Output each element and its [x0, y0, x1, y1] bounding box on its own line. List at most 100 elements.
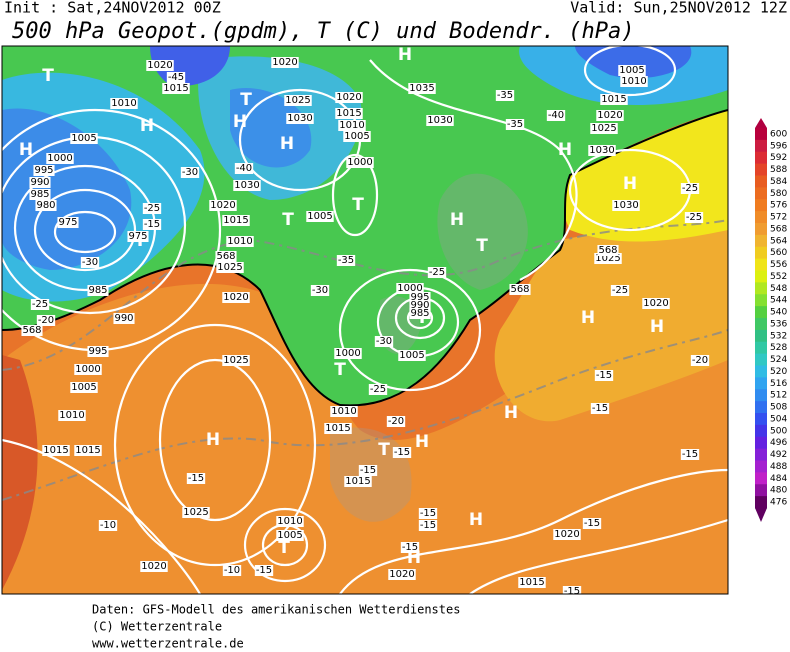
map-value-label: 1025	[223, 355, 248, 366]
label-box	[597, 245, 619, 256]
colorbar-swatch	[755, 413, 767, 426]
isobar	[243, 507, 327, 583]
colorbar-swatch	[755, 365, 767, 378]
label-box	[338, 120, 366, 131]
pressure-center: H	[469, 510, 483, 530]
label-box	[310, 285, 330, 296]
map-value-label: 1010	[227, 236, 252, 247]
label-box	[684, 212, 704, 223]
map-value-label: 1000	[47, 153, 72, 164]
colorbar-swatch	[755, 484, 767, 497]
label-box	[600, 94, 628, 105]
colorbar-label: 476	[770, 498, 787, 508]
colorbar-label: 580	[770, 189, 787, 199]
pressure-center: H	[398, 45, 412, 65]
label-box	[35, 200, 57, 211]
map-value-label: -15	[584, 518, 600, 529]
pressure-center: H	[280, 134, 294, 154]
label-box	[418, 520, 438, 531]
map-value-label: 1015	[43, 445, 68, 456]
map-value-label: 985	[410, 308, 429, 319]
map-value-label: 1005	[277, 530, 302, 541]
map-value-label: 990	[410, 300, 429, 311]
colorbar-swatch	[755, 187, 767, 200]
colorbar-label: 572	[770, 213, 787, 223]
map-value-label: -15	[144, 219, 160, 230]
map-value-label: 1020	[223, 292, 248, 303]
map-value-label: 1005	[71, 133, 96, 144]
colorbar-swatch	[755, 270, 767, 283]
colorbar-swatch	[755, 151, 767, 165]
map-value-label: 975	[58, 217, 77, 228]
pressure-center: T	[378, 440, 390, 460]
colorbar-label: 504	[770, 414, 787, 424]
map-value-label: 1015	[336, 108, 361, 119]
pressure-center: H	[19, 140, 33, 160]
label-box	[392, 447, 412, 458]
map-value-label: -15	[420, 508, 436, 519]
colorbar-swatch	[755, 282, 767, 295]
map-value-label: 1010	[339, 120, 364, 131]
label-box	[226, 236, 254, 247]
map-value-label: 568	[510, 284, 529, 295]
map-value-label: -30	[312, 285, 328, 296]
colorbar-label: 520	[770, 367, 787, 377]
isobar	[469, 518, 728, 594]
label-box	[620, 76, 648, 87]
isobar	[583, 46, 677, 97]
map-value-label: -40	[236, 163, 252, 174]
colorbar-swatch	[755, 424, 767, 438]
map-value-label: 1015	[223, 215, 248, 226]
map-value-label: 568	[598, 245, 617, 256]
pressure-center: H	[415, 432, 429, 452]
label-box	[140, 561, 168, 572]
label-box	[98, 520, 118, 531]
map-value-label: 1030	[427, 115, 452, 126]
map-value-label: 995	[34, 165, 53, 176]
label-box	[590, 403, 610, 414]
label-box	[276, 530, 304, 541]
label-box	[590, 123, 618, 134]
colorbar-swatch	[755, 389, 767, 402]
colorbar-label: 592	[770, 153, 787, 163]
colorbar-swatch	[755, 139, 767, 153]
map: T T H H H H T T T T T H T H H H H H H H …	[2, 45, 728, 594]
map-value-label: 1010	[111, 98, 136, 109]
label-box	[690, 355, 710, 366]
label-box	[505, 119, 525, 130]
label-box	[222, 355, 250, 366]
map-value-label: 1025	[595, 253, 620, 264]
map-value-label: 1005	[307, 211, 332, 222]
footer-line: Daten: GFS-Modell des amerikanischen Wet…	[92, 603, 460, 617]
map-value-label: 1010	[277, 516, 302, 527]
map-value-label: 1025	[217, 262, 242, 273]
colorbar-label: 528	[770, 343, 787, 353]
label-box	[142, 219, 162, 230]
label-box	[518, 577, 546, 588]
map-value-label: -15	[420, 520, 436, 531]
colorbar-swatch	[755, 211, 767, 224]
label-box	[344, 476, 372, 487]
colorbar-swatch	[755, 163, 767, 176]
colorbar-label: 536	[770, 319, 787, 329]
map-value-label: -30	[182, 167, 198, 178]
colorbar-swatch	[755, 460, 767, 473]
colorbar-swatch	[755, 175, 767, 188]
geopotential-568	[2, 109, 728, 407]
pressure-center: T	[42, 66, 54, 86]
label-box	[70, 382, 98, 393]
label-box	[409, 292, 431, 303]
pressure-center: H	[206, 430, 220, 450]
label-box	[610, 285, 630, 296]
map-value-label: 995	[88, 346, 107, 357]
map-value-label: -25	[370, 384, 386, 395]
colorbar-label: 576	[770, 201, 787, 211]
isobar	[2, 438, 201, 594]
label-box	[42, 445, 70, 456]
label-box	[180, 167, 200, 178]
label-box	[306, 211, 334, 222]
map-value-label: 995	[410, 292, 429, 303]
pressure-center: H	[650, 317, 664, 337]
isobar	[33, 188, 137, 272]
